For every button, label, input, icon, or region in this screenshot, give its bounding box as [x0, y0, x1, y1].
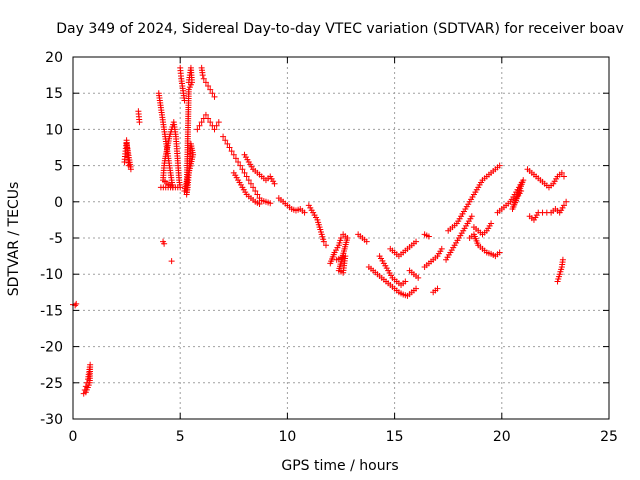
data-point	[228, 148, 235, 155]
data-point	[205, 82, 212, 89]
data-point	[235, 158, 242, 165]
y-tick-label: 15	[45, 86, 63, 102]
data-point	[496, 249, 503, 256]
data-point	[82, 389, 89, 396]
data-point	[194, 126, 201, 133]
data-point	[215, 119, 222, 126]
x-tick-label: 10	[278, 429, 296, 445]
data-point	[200, 75, 207, 82]
data-point	[161, 240, 168, 247]
data-point	[267, 200, 274, 207]
data-point	[252, 187, 259, 194]
data-point	[123, 140, 130, 147]
y-tick-label: -20	[40, 340, 63, 356]
x-axis-title: GPS time / hours	[281, 458, 398, 474]
data-point	[415, 274, 422, 281]
data-point	[245, 177, 252, 184]
data-point	[363, 238, 370, 245]
data-point	[157, 184, 164, 191]
data-point	[322, 242, 329, 249]
data-point	[241, 169, 248, 176]
data-point	[425, 233, 432, 240]
y-axis-title: SDTVAR / TECUs	[6, 182, 22, 297]
data-point	[402, 278, 409, 285]
x-tick-label: 5	[176, 429, 185, 445]
data-point	[232, 155, 239, 162]
data-point	[434, 285, 441, 292]
data-point	[250, 184, 257, 191]
data-point	[230, 151, 237, 158]
y-tick-label: 5	[54, 159, 63, 175]
data-point	[207, 86, 214, 93]
y-tick-label: 20	[45, 50, 63, 66]
y-tick-label: -30	[40, 412, 63, 428]
data-point	[168, 258, 175, 265]
data-point	[301, 209, 308, 216]
data-point	[202, 111, 209, 118]
data-point	[211, 126, 218, 133]
data-points	[70, 64, 570, 397]
y-tick-label: 10	[45, 122, 63, 138]
data-point	[560, 173, 567, 180]
data-point	[271, 180, 278, 187]
grid-lines	[73, 57, 609, 419]
data-point	[211, 93, 218, 100]
data-point	[224, 140, 231, 147]
data-point	[237, 162, 244, 169]
data-point	[488, 220, 495, 227]
data-point	[136, 119, 143, 126]
y-tick-label: -5	[49, 231, 63, 247]
data-point	[560, 202, 567, 209]
data-point	[496, 162, 503, 169]
data-point	[196, 122, 203, 129]
data-point	[320, 238, 327, 245]
data-point	[220, 133, 227, 140]
x-tick-label: 25	[600, 429, 618, 445]
data-point	[338, 235, 344, 241]
data-point	[73, 300, 80, 307]
data-point	[222, 137, 229, 144]
y-tick-label: -25	[40, 376, 63, 392]
y-tick-label: -15	[40, 303, 63, 319]
data-point	[518, 187, 525, 194]
data-point	[247, 180, 254, 187]
data-point	[226, 144, 233, 151]
data-point	[413, 285, 420, 292]
data-point	[181, 187, 188, 194]
data-point	[209, 90, 216, 97]
data-point	[438, 245, 445, 252]
x-tick-label: 15	[386, 429, 404, 445]
data-point	[207, 119, 214, 126]
data-point	[199, 72, 206, 79]
data-point	[239, 166, 246, 173]
data-point	[413, 238, 420, 245]
data-point	[202, 79, 209, 86]
data-point	[256, 200, 263, 207]
data-point	[198, 119, 205, 126]
data-point	[563, 198, 570, 205]
data-point	[558, 169, 565, 176]
data-point	[213, 122, 220, 129]
y-tick-label: 0	[54, 195, 63, 211]
data-point	[205, 115, 212, 122]
axes: 0 5 10 15 20 25 -30 -25 -20 -15 -10 -5 0 5 10 15 20	[40, 50, 618, 445]
data-point	[333, 256, 340, 263]
y-tick-label: -10	[40, 267, 63, 283]
plot-frame	[72, 56, 610, 420]
data-point	[254, 191, 261, 198]
x-tick-label: 20	[493, 429, 511, 445]
data-point	[243, 173, 250, 180]
data-point	[559, 256, 566, 263]
data-point	[468, 213, 475, 220]
x-tick-label: 0	[69, 429, 78, 445]
chart-title: Day 349 of 2024, Sidereal Day-to-day VTE…	[56, 21, 624, 37]
